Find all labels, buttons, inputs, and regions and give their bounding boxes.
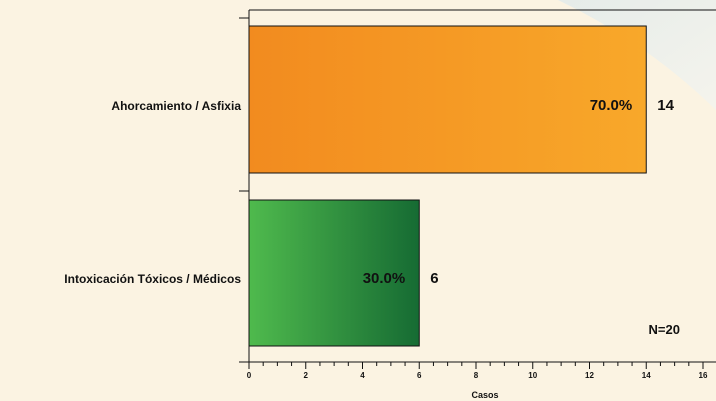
percent-data-label: 70.0%	[590, 97, 633, 114]
x-tick-label: 16	[699, 371, 708, 380]
count-data-label: 6	[430, 270, 438, 287]
x-tick-label: 14	[642, 371, 651, 380]
x-tick-label: 6	[417, 371, 422, 380]
x-tick-label: 8	[474, 371, 479, 380]
x-tick-label: 12	[585, 371, 594, 380]
bar-ahorcamiento-asfixia	[249, 26, 646, 173]
category-label: Ahorcamiento / Asfixia	[111, 99, 241, 113]
x-tick-label: 10	[528, 371, 537, 380]
count-data-label: 14	[657, 97, 674, 114]
x-tick-label: 2	[304, 371, 309, 380]
n-annotation: N=20	[649, 322, 680, 337]
category-label: Intoxicación Tóxicos / Médicos	[64, 272, 241, 286]
x-tick-label: 4	[360, 371, 365, 380]
x-tick-label: 0	[247, 371, 252, 380]
x-axis-title: Casos	[471, 390, 498, 400]
percent-data-label: 30.0%	[363, 270, 406, 287]
